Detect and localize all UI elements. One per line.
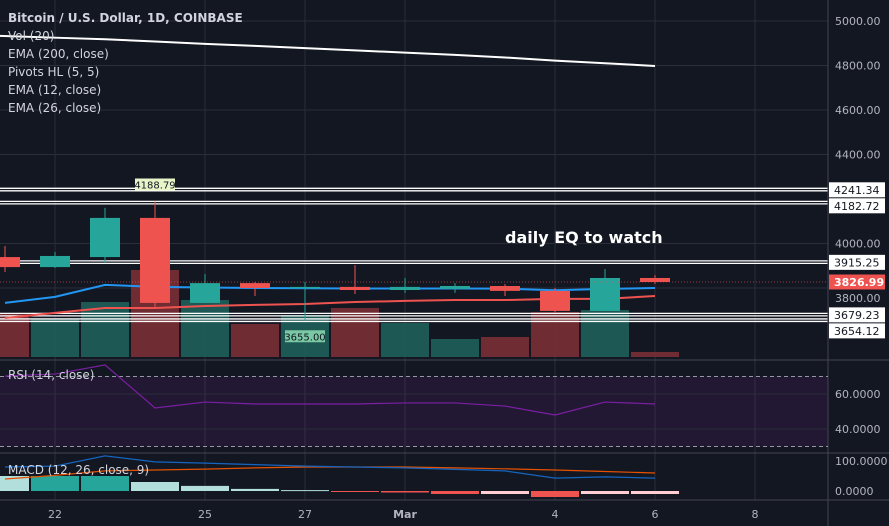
rsi-tick: 40.0000 bbox=[835, 423, 881, 436]
macd-histogram-bar bbox=[531, 491, 579, 497]
level-label-box bbox=[829, 198, 885, 214]
macd-histogram-bar bbox=[381, 491, 429, 493]
candle-body bbox=[390, 286, 420, 291]
time-tick: Mar bbox=[393, 508, 417, 521]
volume-bar bbox=[181, 300, 229, 357]
last-price-label: 3826.99 bbox=[834, 276, 884, 289]
macd-histogram-bar bbox=[581, 491, 629, 494]
macd-histogram-bar bbox=[231, 488, 279, 491]
price-tick: 4000.00 bbox=[835, 238, 881, 251]
level-label: 4241.34 bbox=[834, 184, 880, 197]
indicator-ema200[interactable]: EMA (200, close) bbox=[8, 47, 109, 61]
candle-body bbox=[490, 285, 520, 291]
macd-histogram-bar bbox=[181, 485, 229, 491]
macd-label[interactable]: MACD (12, 26, close, 9) bbox=[8, 463, 150, 477]
rsi-band bbox=[0, 376, 828, 447]
macd-tick: 0.0000 bbox=[835, 485, 874, 498]
macd-histogram-bar bbox=[431, 491, 479, 494]
indicator-ema26[interactable]: EMA (26, close) bbox=[8, 101, 102, 115]
candle-body bbox=[290, 286, 320, 289]
time-tick: 8 bbox=[752, 508, 759, 521]
indicator-ema12[interactable]: EMA (12, close) bbox=[8, 83, 102, 97]
macd-histogram-bar bbox=[131, 482, 179, 491]
pivot-label: 3655.00 bbox=[284, 332, 325, 343]
last-price-box bbox=[829, 274, 885, 290]
macd-histogram-bar bbox=[81, 476, 129, 491]
candle-body bbox=[640, 277, 670, 282]
time-tick: 25 bbox=[198, 508, 212, 521]
level-label-box bbox=[829, 182, 885, 198]
macd-histogram-bar bbox=[0, 476, 29, 491]
ema12-line bbox=[4, 283, 656, 304]
volume-bar bbox=[231, 324, 279, 357]
price-tick: 4800.00 bbox=[835, 60, 881, 73]
price-tick: 3800.00 bbox=[835, 292, 881, 305]
rsi-line bbox=[4, 364, 656, 416]
candle-body bbox=[590, 277, 620, 311]
candle-body bbox=[90, 217, 120, 258]
candle-body bbox=[540, 290, 570, 311]
volume-bar bbox=[581, 310, 629, 357]
price-tick: 4400.00 bbox=[835, 149, 881, 162]
volume-bar bbox=[481, 337, 529, 357]
chart-legend: Bitcoin / U.S. Dollar, 1D, COINBASE Vol … bbox=[8, 9, 243, 117]
level-label-box bbox=[829, 307, 885, 323]
ema200-line bbox=[0, 34, 656, 67]
pivot-label-box bbox=[285, 330, 325, 343]
macd-histogram-bar bbox=[31, 476, 79, 491]
rsi-label[interactable]: RSI (14, close) bbox=[8, 368, 95, 382]
pivot-label-box bbox=[135, 178, 175, 191]
time-tick: 6 bbox=[652, 508, 659, 521]
indicator-pivots[interactable]: Pivots HL (5, 5) bbox=[8, 65, 100, 79]
price-tick: 4600.00 bbox=[835, 104, 881, 117]
volume-bar bbox=[31, 319, 79, 357]
candle-body bbox=[40, 255, 70, 268]
volume-bar bbox=[631, 352, 679, 357]
volume-bar bbox=[431, 339, 479, 357]
volume-bar bbox=[381, 323, 429, 357]
level-label: 4182.72 bbox=[834, 200, 880, 213]
indicator-vol[interactable]: Vol (20) bbox=[8, 29, 55, 43]
macd-histogram-bar bbox=[631, 491, 679, 494]
candle-body bbox=[340, 286, 370, 291]
macd-histogram-bar bbox=[281, 490, 329, 492]
candle-body bbox=[240, 283, 270, 288]
level-label: 3654.12 bbox=[834, 325, 880, 338]
rsi-tick: 60.0000 bbox=[835, 388, 881, 401]
level-label: 3679.23 bbox=[834, 309, 880, 322]
level-label-box bbox=[829, 254, 885, 270]
level-label-box bbox=[829, 323, 885, 339]
candle-body bbox=[140, 217, 170, 303]
symbol-title: Bitcoin / U.S. Dollar, 1D, COINBASE bbox=[8, 11, 243, 25]
macd-histogram-bar bbox=[481, 491, 529, 494]
chart-annotation[interactable]: daily EQ to watch bbox=[505, 228, 663, 247]
volume-bar bbox=[0, 313, 29, 357]
time-tick: 4 bbox=[552, 508, 559, 521]
candle-body bbox=[190, 283, 220, 303]
macd-histogram-bar bbox=[331, 491, 379, 492]
time-tick: 22 bbox=[48, 508, 62, 521]
volume-bar bbox=[81, 302, 129, 357]
time-tick: 27 bbox=[298, 508, 312, 521]
macd-line bbox=[4, 455, 656, 479]
candle-body bbox=[0, 257, 20, 268]
macd-tick: 100.0000 bbox=[835, 455, 888, 468]
level-label: 3915.25 bbox=[834, 256, 880, 269]
pivot-label: 4188.79 bbox=[134, 180, 175, 191]
candle-body bbox=[440, 285, 470, 289]
price-tick: 5000.00 bbox=[835, 15, 881, 28]
